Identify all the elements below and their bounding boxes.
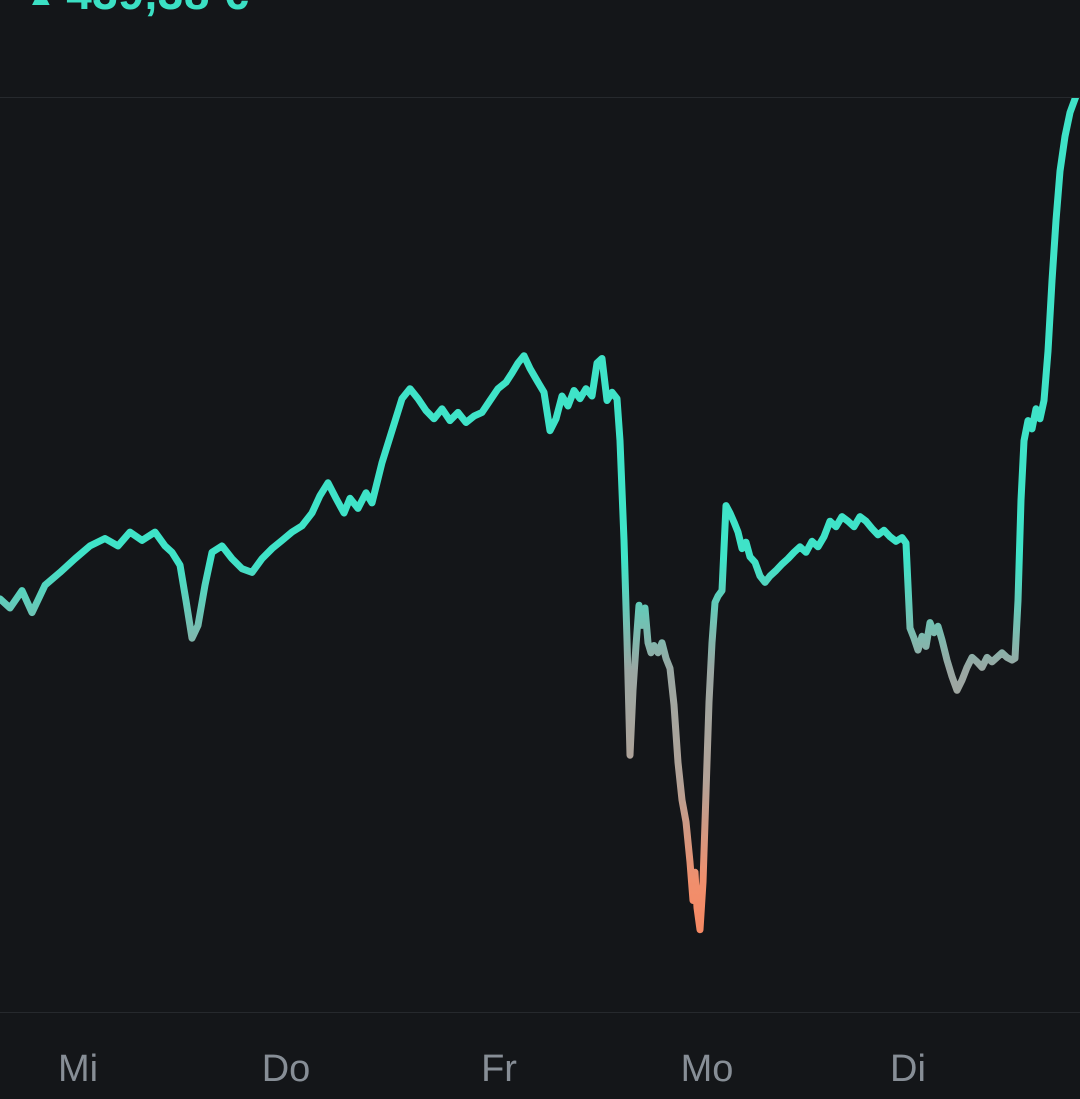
x-tick-label-do: Do [261, 1048, 311, 1090]
gain-amount: 439,38 € [66, 0, 249, 16]
price-line [0, 98, 1080, 934]
x-tick-label-di: Di [890, 1048, 926, 1090]
price-line-chart[interactable] [0, 98, 1080, 1012]
gain-display: ▲ 439,38 € [26, 0, 249, 16]
x-axis: Mi Do Fr Mo Di [0, 1012, 1080, 1099]
x-tick-label-mi: Mi [57, 1048, 99, 1090]
x-tick-label-mo: Mo [680, 1048, 734, 1090]
header: ▲ 439,38 € [0, 0, 1080, 98]
price-chart-area[interactable] [0, 98, 1080, 1012]
arrow-up-icon: ▲ [26, 0, 56, 11]
x-tick-label-fr: Fr [481, 1048, 517, 1090]
